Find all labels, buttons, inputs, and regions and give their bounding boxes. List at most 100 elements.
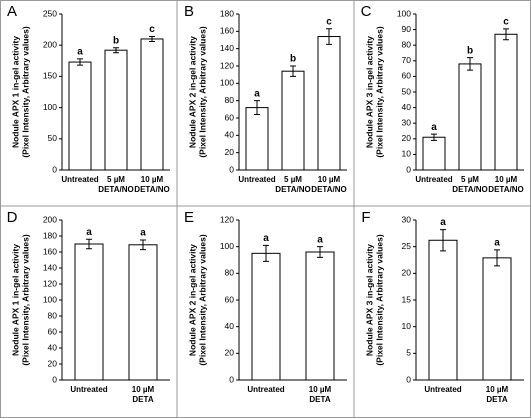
error-bar [86, 238, 92, 250]
annotation: a [494, 238, 500, 249]
bar [317, 36, 341, 171]
y-tick-label: 10 [402, 321, 412, 331]
x-tick-label: Untreated [61, 175, 98, 184]
x-tick-label: DETA/NO [452, 185, 487, 194]
panel-label: C [361, 3, 372, 20]
y-tick-label: 25 [402, 241, 412, 251]
y-axis-label: Nodule APX 1 in-gel activity [10, 36, 20, 148]
panel-label: B [184, 3, 194, 20]
bar [68, 61, 92, 171]
annotation: b [290, 54, 296, 65]
y-tick-label: 100 [220, 78, 234, 88]
y-axis-label: (Pixel Intensity, Arbitrary values) [374, 234, 384, 365]
y-tick-label: 120 [220, 214, 234, 224]
y-tick-label: 20 [402, 133, 412, 143]
y-axis-label: Nodule APX 3 in-gel activity [364, 36, 374, 148]
bar [422, 136, 446, 171]
annotation: a [77, 47, 83, 58]
y-tick-label: 80 [48, 310, 58, 320]
y-tick-label: 80 [225, 268, 235, 278]
y-tick-label: 100 [220, 241, 234, 251]
error-bar [77, 58, 83, 66]
y-tick-label: 0 [229, 164, 234, 174]
y-tick-label: 140 [43, 262, 57, 272]
y-tick-label: 60 [402, 71, 412, 81]
y-tick-label: 0 [52, 374, 57, 384]
bar [458, 63, 482, 171]
x-tick-label: 5 µM [107, 175, 125, 184]
y-tick-label: 200 [43, 39, 57, 49]
y-tick-label: 40 [225, 321, 235, 331]
y-axis-label: Nodule APX 3 in-gel activity [364, 244, 374, 356]
y-tick-label: 20 [225, 147, 235, 157]
x-tick-label: 10 µM [495, 175, 518, 184]
x-tick-label: DETA/NO [275, 185, 310, 194]
bar [245, 107, 269, 171]
panel-label: D [7, 209, 18, 226]
y-axis-label: (Pixel Intensity, Arbitrary values) [197, 234, 207, 365]
error-bar [326, 28, 332, 45]
panel-label: E [184, 209, 194, 226]
y-tick-label: 0 [52, 164, 57, 174]
y-tick-label: 70 [402, 55, 412, 65]
x-tick-label: Untreated [247, 385, 284, 394]
y-axis-label: Nodule APX 2 in-gel activity [187, 36, 197, 148]
x-tick-label: 10 µM [132, 385, 155, 394]
x-tick-label: 10 µM [309, 385, 332, 394]
y-axis-label: Nodule APX 2 in-gel activity [187, 244, 197, 356]
error-bar [467, 57, 473, 71]
error-bar [140, 239, 146, 251]
y-tick-label: 50 [48, 133, 58, 143]
y-tick-label: 5 [406, 348, 411, 358]
bar [494, 33, 518, 171]
x-tick-label: DETA [132, 395, 153, 404]
y-tick-label: 120 [43, 278, 57, 288]
error-bar [317, 246, 323, 258]
y-tick-label: 90 [402, 24, 412, 34]
x-tick-label: 10 µM [486, 385, 509, 394]
bar [281, 70, 305, 171]
x-tick-label: DETA [486, 395, 507, 404]
x-tick-label: 5 µM [284, 175, 302, 184]
y-tick-label: 0 [406, 164, 411, 174]
y-tick-label: 120 [220, 60, 234, 70]
x-tick-label: 5 µM [461, 175, 479, 184]
annotation: a [317, 234, 323, 245]
y-tick-label: 180 [43, 230, 57, 240]
y-tick-label: 100 [43, 294, 57, 304]
x-tick-label: Untreated [70, 385, 107, 394]
x-tick-label: DETA/NO [98, 185, 133, 194]
y-axis-label: (Pixel Intensity, Arbitrary values) [197, 26, 207, 157]
y-tick-label: 100 [397, 8, 411, 18]
x-tick-label: 10 µM [141, 175, 164, 184]
bar [482, 257, 512, 381]
y-tick-label: 200 [43, 214, 57, 224]
error-bar [440, 229, 446, 252]
annotation: a [140, 228, 146, 239]
y-tick-label: 160 [43, 246, 57, 256]
x-tick-label: DETA/NO [134, 185, 169, 194]
error-bar [290, 65, 296, 77]
y-axis-label: (Pixel Intensity, Arbitrary values) [374, 26, 384, 157]
error-bar [494, 249, 500, 267]
y-tick-label: 40 [48, 342, 58, 352]
y-axis-label: Nodule APX 1 in-gel activity [10, 244, 20, 356]
x-tick-label: Untreated [238, 175, 275, 184]
y-tick-label: 80 [225, 95, 235, 105]
y-axis-label: (Pixel Intensity, Arbitrary values) [20, 234, 30, 365]
y-tick-label: 40 [225, 130, 235, 140]
y-tick-label: 30 [402, 117, 412, 127]
x-tick-label: Untreated [415, 175, 452, 184]
bar [74, 243, 104, 381]
annotation: a [431, 122, 437, 133]
x-tick-label: 10 µM [318, 175, 341, 184]
y-tick-label: 250 [43, 8, 57, 18]
panel-label: A [7, 3, 17, 20]
y-tick-label: 80 [402, 39, 412, 49]
x-tick-label: DETA [309, 395, 330, 404]
y-tick-label: 20 [225, 348, 235, 358]
y-tick-label: 0 [229, 374, 234, 384]
x-tick-label: Untreated [424, 385, 461, 394]
